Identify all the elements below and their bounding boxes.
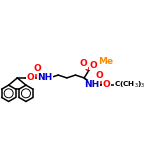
Text: O: O [27,73,35,82]
Text: O: O [96,71,103,80]
Text: O: O [102,80,110,89]
Text: O: O [34,64,41,73]
Polygon shape [84,78,90,83]
Text: O: O [90,61,98,70]
Text: Me: Me [98,57,114,66]
Text: NH: NH [84,80,99,89]
Text: O: O [79,59,87,68]
Text: C(CH$_3$)$_3$: C(CH$_3$)$_3$ [114,79,146,90]
Text: NH: NH [38,73,53,82]
